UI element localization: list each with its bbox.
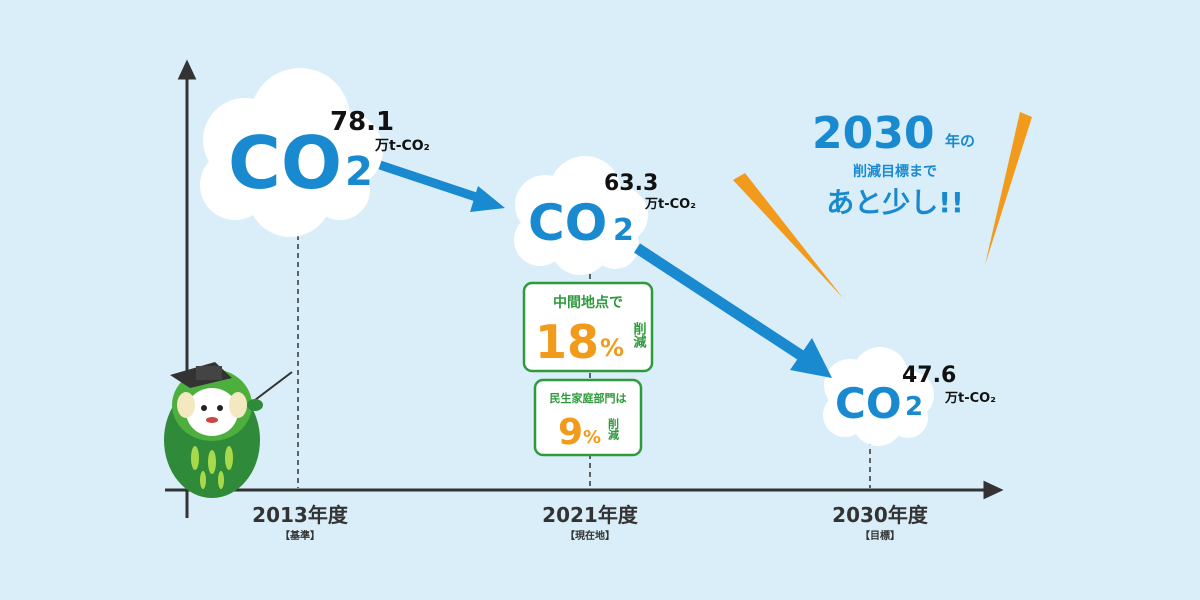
cloud	[200, 68, 383, 237]
year-note: 【基準】	[280, 529, 320, 542]
goal-line: 削減目標まで	[853, 163, 937, 180]
callout-value: 9	[558, 412, 583, 453]
year: 2013年度	[252, 503, 349, 527]
arrowhead	[790, 338, 832, 378]
callout-unit: %	[583, 427, 601, 448]
callout-suffix: 削減	[631, 321, 647, 349]
callout-box	[533, 378, 643, 457]
cloud	[823, 347, 934, 446]
callout-title: 中間地点で	[553, 294, 623, 311]
arrow	[378, 160, 487, 205]
year-note: 【現在地】	[565, 529, 615, 542]
mascot	[164, 362, 293, 498]
arrowhead	[470, 186, 505, 212]
arrow	[633, 243, 809, 363]
trend-arrows	[378, 160, 832, 378]
co2-sub: 2	[905, 392, 923, 422]
goal-year: 2030	[812, 108, 934, 159]
callout-unit: %	[600, 334, 624, 362]
callout-title: 民生家庭部門は	[550, 391, 627, 405]
x-arrowhead	[983, 480, 1004, 500]
co2-label: CO	[528, 194, 607, 252]
goal-year-suffix: 年の	[945, 132, 975, 150]
year: 2021年度	[542, 503, 639, 527]
accent-spike	[733, 173, 843, 298]
value: 78.1	[330, 107, 394, 137]
year-note: 【目標】	[860, 529, 900, 542]
callout-suffix: 削減	[607, 417, 620, 441]
value: 63.3	[604, 171, 658, 196]
y-arrowhead	[177, 59, 197, 80]
co2-label: CO	[835, 379, 902, 428]
unit: 万t-CO₂	[644, 197, 696, 212]
callout-box	[522, 281, 654, 373]
year-labels: 2013年度 【基準】 2021年度 【現在地】 2030年度 【目標】	[252, 503, 929, 542]
accent-spike	[985, 112, 1032, 265]
goal-line: あと少し!!	[826, 186, 964, 219]
cloud	[514, 156, 648, 275]
co2-sub: 2	[613, 213, 634, 248]
co2-label: CO	[228, 121, 342, 205]
callout-value: 18	[535, 315, 599, 369]
unit: 万t-CO₂	[374, 138, 430, 154]
co2-sub: 2	[345, 149, 373, 195]
unit: 万t-CO₂	[944, 391, 996, 406]
year: 2030年度	[832, 503, 929, 527]
value: 47.6	[902, 363, 956, 388]
